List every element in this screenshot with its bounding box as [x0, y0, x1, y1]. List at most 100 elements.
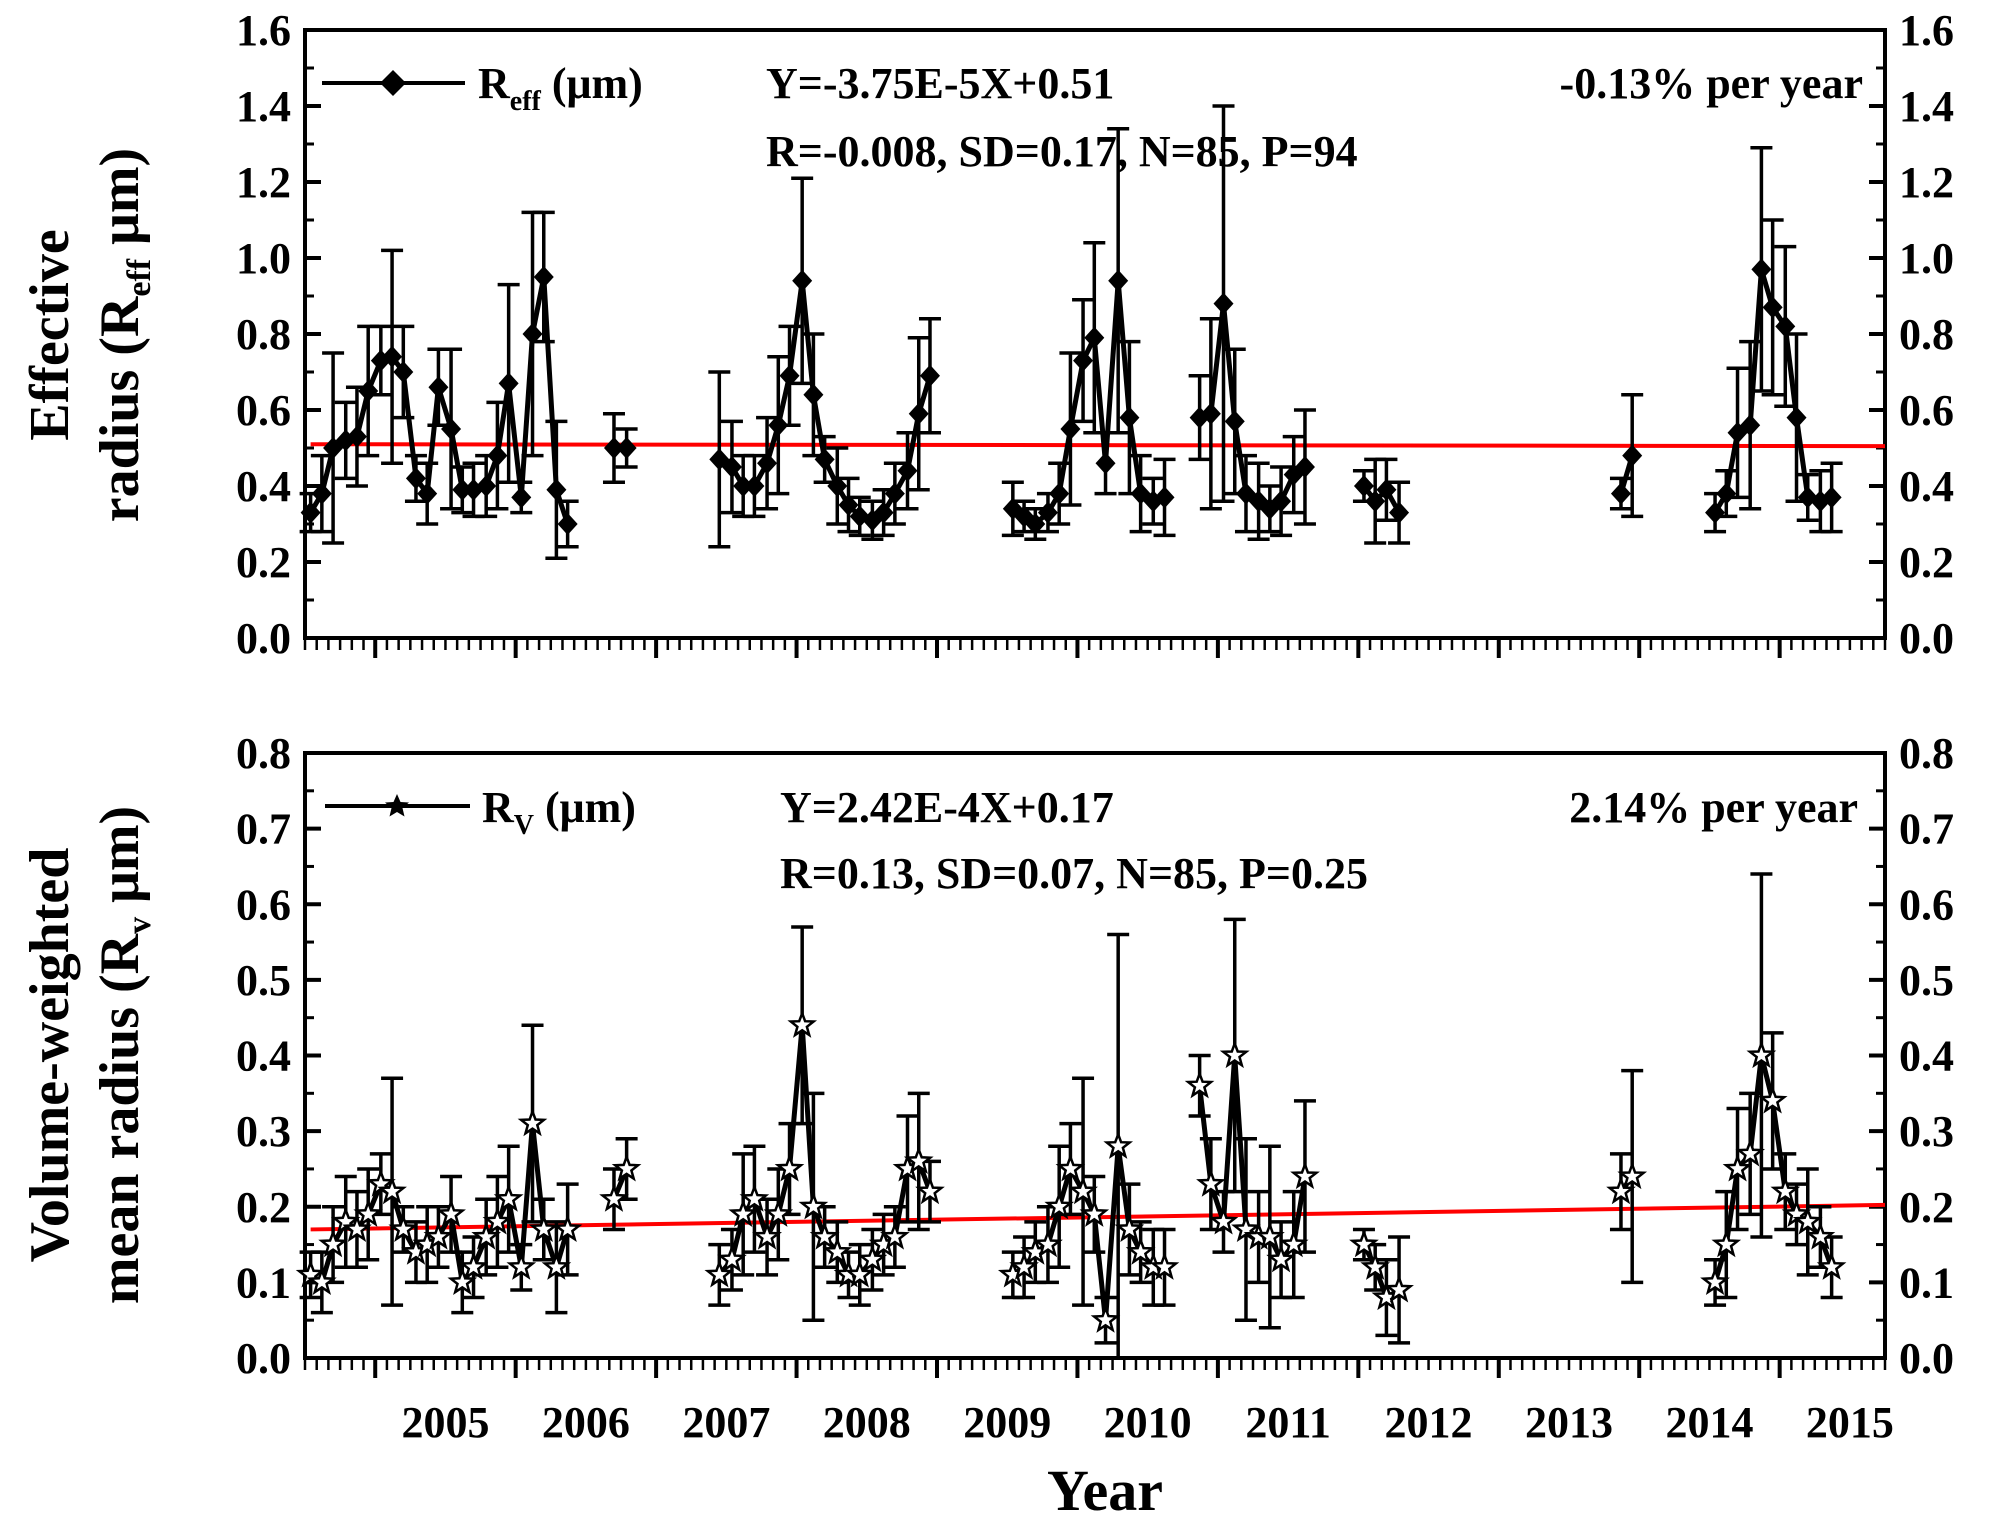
x-tick-label: 2011	[1245, 1398, 1331, 1447]
y-tick-label: 0.1	[236, 1258, 291, 1307]
data-point-diamond	[827, 475, 848, 497]
y-tick-label: 0.3	[1899, 1107, 1954, 1156]
data-point-diamond	[452, 478, 473, 501]
data-point-star	[1722, 1153, 1753, 1182]
data-point-diamond	[603, 437, 624, 459]
legend-sub: eff	[510, 86, 542, 117]
data-point-diamond	[1389, 501, 1410, 524]
y-tick-label: 0.3	[236, 1107, 291, 1156]
data-point-diamond	[873, 501, 894, 524]
data-point-diamond	[768, 414, 789, 437]
equation-text: Y=2.42E-4X+0.17	[780, 783, 1114, 832]
data-point-star	[611, 1153, 642, 1182]
linear-fit-line	[310, 442, 1886, 449]
x-tick-label: 2007	[682, 1398, 770, 1447]
data-point-diamond	[1213, 292, 1234, 315]
data-point-star	[1009, 1251, 1039, 1280]
data-point-diamond	[1786, 406, 1807, 429]
legend-unit: (μm)	[534, 783, 636, 832]
x-tick-label: 2013	[1525, 1398, 1613, 1447]
data-point-star	[1349, 1229, 1379, 1258]
y-tick-label: 0.5	[236, 956, 291, 1005]
y-tick-label: 0.0	[236, 1334, 291, 1383]
data-series	[299, 104, 1843, 560]
y-tick-label: 1.4	[236, 82, 291, 131]
data-point-diamond	[358, 380, 379, 402]
data-point-star	[342, 1213, 372, 1243]
x-tick-label: 2006	[542, 1398, 630, 1447]
x-axis-label: Year	[1047, 1458, 1163, 1521]
y-axis-label-line2: radius (Reff μm)	[89, 148, 158, 522]
data-point-diamond	[476, 475, 497, 497]
data-point-star	[528, 1213, 559, 1243]
data-point-star	[1384, 1274, 1414, 1303]
data-series	[295, 872, 1847, 1360]
data-point-diamond	[1073, 349, 1094, 372]
data-point-star	[1805, 1221, 1836, 1250]
y-ticks	[305, 751, 1885, 1360]
data-point-star	[1196, 1168, 1226, 1197]
x-ticks	[303, 638, 1887, 658]
data-point-star	[471, 1221, 502, 1250]
data-point-star	[506, 1251, 537, 1280]
data-point-diamond	[1751, 258, 1772, 281]
data-point-diamond	[1084, 326, 1105, 349]
y-tick-label: 1.6	[1899, 6, 1954, 55]
legend-label: Reff (μm)	[478, 59, 643, 117]
data-point-star	[1044, 1191, 1075, 1220]
y-tick-labels-right: 0.0 0.1 0.2 0.3 0.4 0.5 0.6 0.7 0.8	[1899, 729, 1954, 1383]
data-point-diamond	[498, 372, 519, 395]
data-point-star	[1746, 1039, 1777, 1069]
y-axis-label-line1: Effective	[19, 229, 81, 440]
data-point-diamond	[1095, 452, 1116, 475]
plot-frame	[303, 751, 1887, 1360]
data-point-star	[787, 1009, 818, 1038]
y-axis-label-line1: Volume-weighted	[19, 848, 81, 1263]
data-point-star	[1231, 1213, 1261, 1243]
panel-volume-weighted-radius: 0.0 0.1 0.2 0.3 0.4 0.5 0.6 0.7 0.8 0.0 0.1 0.2 0.3…	[19, 729, 1954, 1383]
data-point-star	[458, 1251, 489, 1280]
data-point-star	[1770, 1175, 1801, 1205]
y-tick-label: 0.8	[1899, 310, 1954, 359]
data-point-star	[752, 1221, 782, 1250]
data-point-star	[1208, 1206, 1239, 1235]
y-tick-label: 0.7	[236, 805, 291, 854]
data-point-star	[857, 1244, 888, 1273]
x-tick-labels: 2005 2006 2007 2008 2009 2010 2011 2012 2013 2014…	[401, 1398, 1893, 1447]
data-point-diamond	[803, 383, 824, 406]
data-point-diamond	[393, 361, 414, 383]
x-tick-label: 2010	[1104, 1398, 1192, 1447]
legend: RV (μm)	[325, 783, 636, 841]
data-point-star	[1103, 1130, 1134, 1159]
data-point-star	[1149, 1251, 1180, 1280]
data-point-diamond	[487, 444, 508, 467]
legend-main: R	[482, 783, 515, 832]
data-point-diamond	[721, 456, 742, 478]
data-point-star	[306, 1266, 337, 1296]
data-point-star	[809, 1221, 840, 1250]
data-point-diamond	[1119, 406, 1140, 429]
data-point-diamond	[533, 266, 554, 288]
y-tick-label: 0.7	[1899, 805, 1954, 854]
data-point-star	[599, 1183, 629, 1212]
data-point-star	[1735, 1138, 1766, 1167]
data-point-diamond	[1762, 296, 1783, 319]
data-point-star	[903, 1145, 934, 1175]
data-point-diamond	[733, 475, 754, 497]
data-point-star	[798, 1191, 829, 1220]
data-point-diamond	[1821, 486, 1842, 509]
data-point-star	[552, 1213, 583, 1243]
stats-text: R=-0.008, SD=0.17, N=85, P=94	[766, 127, 1358, 176]
data-point-diamond	[757, 452, 778, 475]
data-point-diamond	[346, 425, 367, 448]
legend-main: R	[478, 59, 511, 108]
equation-text: Y=-3.75E-5X+0.51	[766, 59, 1114, 108]
data-point-star	[447, 1266, 478, 1295]
data-point-star	[1266, 1244, 1296, 1273]
data-point-diamond	[417, 482, 438, 505]
data-point-diamond	[405, 467, 426, 490]
data-point-star	[822, 1236, 853, 1265]
data-point-diamond	[382, 345, 403, 368]
data-point-star	[1254, 1221, 1285, 1250]
data-point-diamond	[884, 482, 905, 505]
